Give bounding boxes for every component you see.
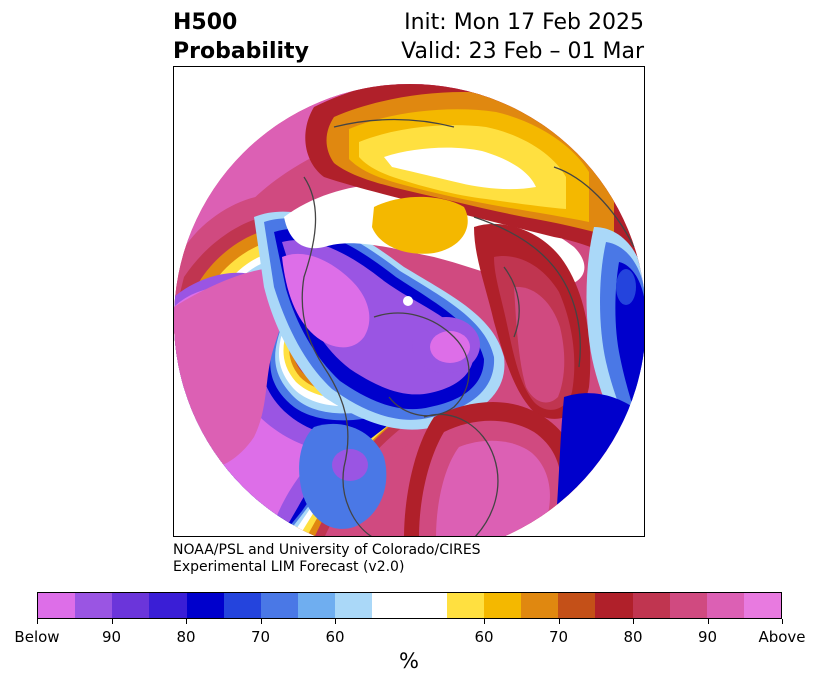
- colorbar-tick-mark: [186, 619, 187, 624]
- colorbar-segment: [298, 593, 336, 618]
- colorbar-tick-mark: [335, 619, 336, 624]
- colorbar-tick-mark: [111, 619, 113, 624]
- west-above-blob: [174, 267, 289, 471]
- atlantic-above-strong: [436, 440, 550, 536]
- colorbar-tick-mark: [484, 619, 485, 624]
- probability-field: [174, 84, 644, 536]
- colorbar-segment: [446, 593, 484, 618]
- pacific-above-tail: [554, 393, 644, 536]
- title-type: Probability: [173, 39, 309, 64]
- colorbar: [37, 592, 782, 619]
- colorbar-segment: [483, 593, 522, 618]
- colorbar-segment: [149, 593, 187, 618]
- colorbar-tick-label: 80: [623, 628, 643, 646]
- colorbar-tick-label: 90: [101, 628, 122, 646]
- colorbar-segment: [260, 593, 299, 618]
- colorbar-segment: [372, 593, 410, 618]
- colorbar-segment: [186, 593, 224, 618]
- colorbar-segment: [521, 593, 559, 618]
- forecast-dates: Init: Mon 17 Feb 2025 Valid: 23 Feb – 01…: [401, 8, 644, 66]
- west-us-below-core: [332, 449, 368, 481]
- valid-range: Valid: 23 Feb – 01 Mar: [401, 39, 644, 64]
- colorbar-segment: [669, 593, 707, 618]
- colorbar-tick-label: Below: [14, 628, 60, 646]
- colorbar-segment: [38, 593, 76, 618]
- init-date: Init: Mon 17 Feb 2025: [404, 10, 644, 35]
- colorbar-segment: [335, 593, 373, 618]
- coastlines: [301, 118, 635, 536]
- colorbar-segment: [558, 593, 596, 618]
- north-pole-marker: [403, 296, 413, 306]
- colorbar-tick-label: 80: [176, 628, 196, 646]
- credit-line-2: Experimental LIM Forecast (v2.0): [173, 559, 405, 575]
- colorbar-tick-mark: [37, 619, 38, 624]
- colorbar-tick-label: 60: [325, 628, 345, 646]
- arctic-white-core: [384, 147, 536, 190]
- colorbar-segment: [743, 593, 782, 618]
- map-title: H500 Probability: [173, 8, 309, 66]
- colorbar-tick-mark: [558, 619, 560, 624]
- colorbar-segment: [112, 593, 150, 618]
- colorbar-segment: [75, 593, 113, 618]
- asia-below-core: [616, 269, 636, 305]
- colorbar-tick-label: 60: [474, 628, 494, 646]
- colorbar-segment: [706, 593, 744, 618]
- colorbar-segment: [595, 593, 633, 618]
- siberia-above-gold: [372, 196, 468, 254]
- colorbar-tick-label: Above: [758, 628, 806, 646]
- hudson-below-core: [430, 331, 470, 363]
- polar-map: [173, 66, 645, 537]
- colorbar-unit: %: [399, 649, 419, 673]
- colorbar-tick-mark: [260, 619, 262, 624]
- title-variable: H500: [173, 10, 238, 35]
- colorbar-segment: [632, 593, 670, 618]
- colorbar-segment: [223, 593, 261, 618]
- colorbar-tick-label: 70: [250, 628, 271, 646]
- credit-text: NOAA/PSL and University of Colorado/CIRE…: [173, 542, 481, 576]
- colorbar-tick-mark: [707, 619, 709, 624]
- colorbar-tick-mark: [782, 619, 783, 624]
- credit-line-1: NOAA/PSL and University of Colorado/CIRE…: [173, 542, 481, 558]
- colorbar-tick-label: 90: [697, 628, 718, 646]
- colorbar-segment: [409, 593, 447, 618]
- colorbar-tick-label: 70: [548, 628, 569, 646]
- europe-above-strong: [514, 286, 565, 403]
- colorbar-tick-mark: [633, 619, 634, 624]
